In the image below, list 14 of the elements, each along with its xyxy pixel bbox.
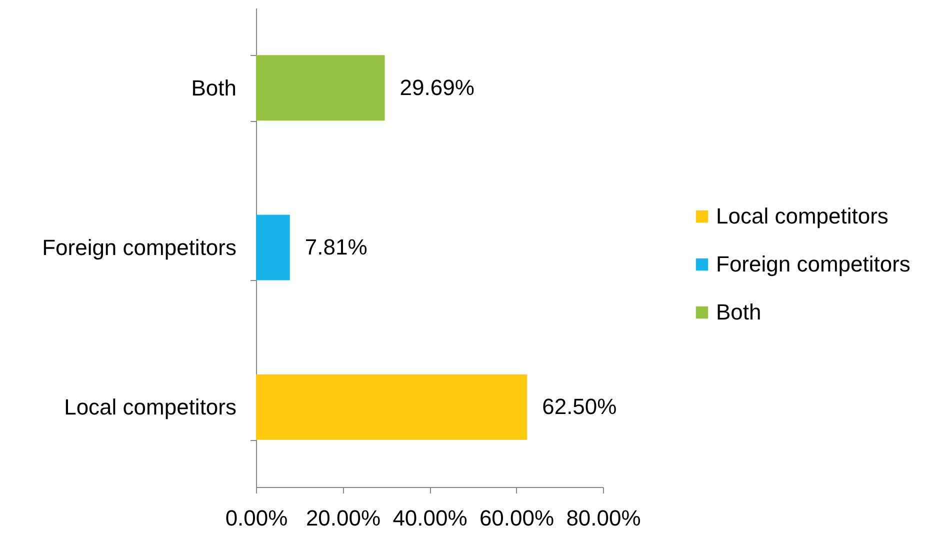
data-label: 62.50% (542, 394, 617, 420)
x-tick-label: 20.00% (306, 506, 381, 530)
data-label: 29.69% (400, 74, 474, 100)
x-tick-label: 60.00% (479, 506, 554, 530)
y-tick-label: Local competitors (64, 394, 236, 420)
x-tick-label: 0.00% (225, 506, 288, 530)
legend-label: Foreign competitors (716, 252, 910, 276)
x-tick-label: 40.00% (392, 506, 468, 530)
legend-label: Both (716, 300, 762, 324)
y-tick-label: Both (191, 75, 236, 100)
x-tick-label: 80.00% (566, 506, 641, 530)
data-label: 7.81% (304, 234, 368, 260)
y-tick-label: Foreign competitors (42, 235, 236, 260)
legend-label: Local competitors (716, 204, 888, 228)
